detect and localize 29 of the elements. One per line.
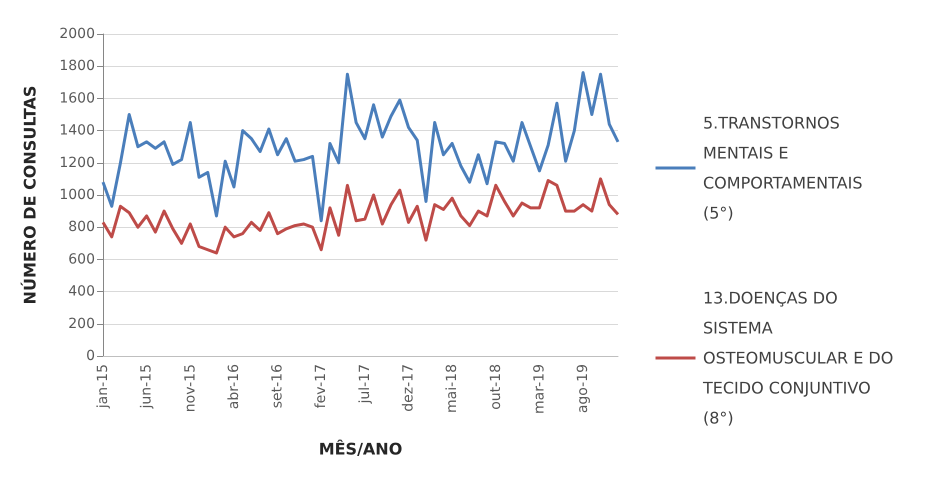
x-axis-title: MÊS/ANO <box>318 440 402 458</box>
y-tick-label: 800 <box>68 219 95 236</box>
y-tick-label: 2000 <box>59 26 95 42</box>
y-tick-label: 1200 <box>59 154 95 171</box>
x-tick-label: jun-15 <box>138 364 155 410</box>
line-series <box>102 71 620 222</box>
y-tick-label: 600 <box>68 251 95 268</box>
legend-label: 13.DOENÇAS DO SISTEMA OSTEOMUSCULAR E DO TECIDO CONJUNTIVO (8°) <box>702 288 898 428</box>
y-tick-label: 1000 <box>59 187 95 203</box>
x-tick-label: jul-17 <box>356 364 373 405</box>
x-tick-label: mai-18 <box>444 364 460 413</box>
y-tick-label: 200 <box>68 316 95 332</box>
y-tick-label: 1800 <box>59 58 95 74</box>
x-tick-label: jan-15 <box>95 364 111 410</box>
y-tick-label: 1600 <box>59 90 95 106</box>
y-tick-label: 1400 <box>59 122 95 139</box>
x-tick-label: abr-16 <box>226 364 242 410</box>
x-tick-label: nov-15 <box>182 364 198 412</box>
x-tick-label: ago-19 <box>575 364 592 414</box>
line-series <box>102 177 620 254</box>
x-tick-label: set-16 <box>270 364 286 408</box>
y-tick-label: 0 <box>86 348 95 364</box>
y-tick-label: 400 <box>68 284 95 300</box>
x-tick-label: mar-19 <box>531 364 548 414</box>
legend-label: 5.TRANSTORNOS MENTAIS E COMPORTAMENTAIS (5°) <box>703 114 868 222</box>
x-tick-label: dez-17 <box>400 364 417 412</box>
x-tick-label: out-18 <box>488 364 504 410</box>
x-tick-label: fev-17 <box>313 364 330 408</box>
y-axis-title: NÚMERO DE CONSULTAS <box>20 86 40 304</box>
